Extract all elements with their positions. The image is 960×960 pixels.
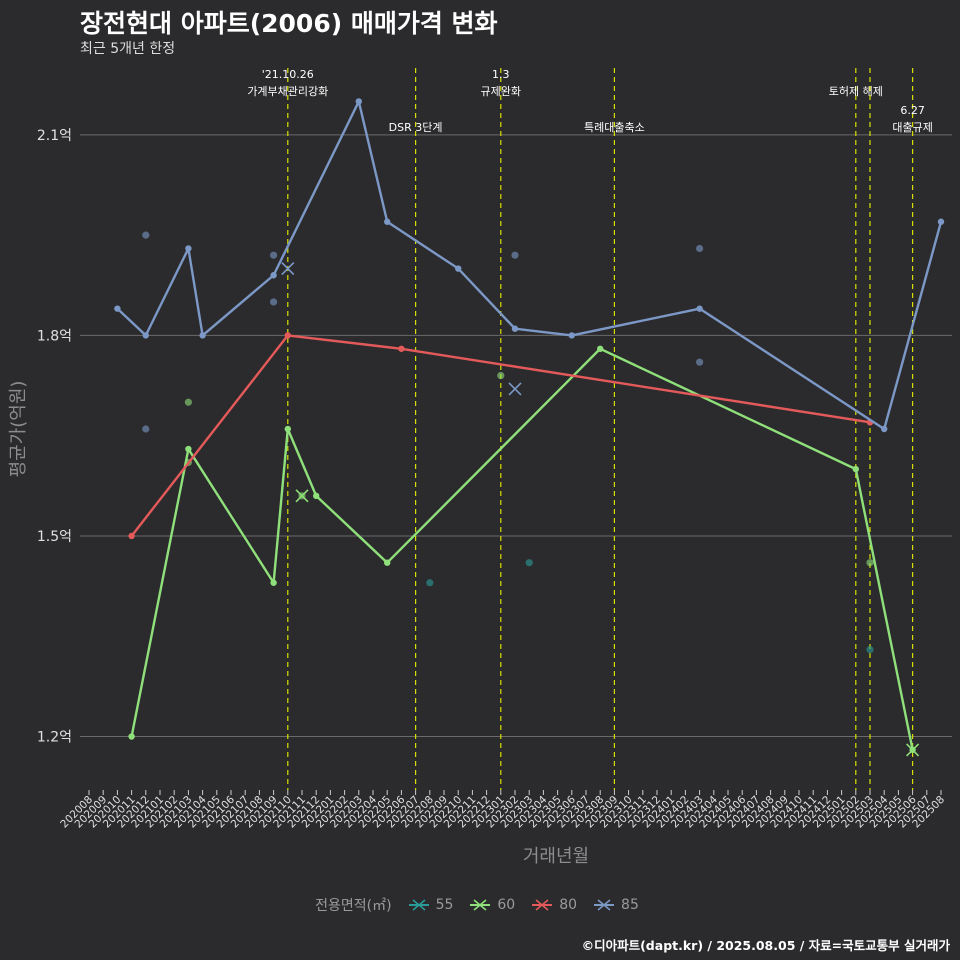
line-point-80 <box>284 332 291 339</box>
line-point-60 <box>313 492 320 500</box>
scatter-point-60 <box>497 371 505 380</box>
scatter-point-85 <box>696 358 704 366</box>
event-label: 특례대출축소 <box>584 121 645 134</box>
scatter-point-85 <box>696 244 704 253</box>
y-tick-label: 1.8억 <box>37 328 72 344</box>
legend-item-55[interactable]: 55 <box>408 897 454 913</box>
scatter-point-85 <box>270 298 278 306</box>
line-point-60 <box>270 579 277 586</box>
series-55 <box>426 559 874 654</box>
legend-swatch-60 <box>470 899 491 911</box>
series-line-85 <box>116 100 943 431</box>
line-point-85 <box>937 218 945 225</box>
scatter-point-60 <box>184 398 192 406</box>
scatter-point-85 <box>511 251 519 259</box>
chart-subtitle: 최근 5개년 한정 <box>80 41 176 57</box>
scatter-point-60 <box>866 559 874 567</box>
scatter-point-55 <box>525 559 533 567</box>
x-axis-title: 거래년월 <box>523 846 589 867</box>
event-label: 가계부채관리강화 <box>247 85 328 98</box>
line-point-60 <box>128 733 135 740</box>
legend-label-55: 55 <box>435 897 454 913</box>
legend-swatch-cross <box>473 899 487 911</box>
series-60 <box>128 345 920 757</box>
credit: ©디아파트(dapt.kr) / 2025.08.05 / 자료=국토교통부 실… <box>581 938 950 953</box>
cross-marker-60 <box>906 743 920 757</box>
event-label: 토허제 해제 <box>829 84 883 98</box>
legend-swatch-cross <box>597 899 611 911</box>
cross-marker-60 <box>295 489 309 503</box>
line-point-85 <box>511 325 519 332</box>
line-point-85 <box>114 305 121 312</box>
line-point-85 <box>270 272 277 279</box>
line-point-85 <box>455 265 462 272</box>
legend-swatch-cross <box>535 899 549 911</box>
series-line-80 <box>130 334 871 537</box>
y-tick-label: 1.5억 <box>37 529 72 545</box>
scatter-point-85 <box>142 425 150 433</box>
chart-title: 장전현대 아파트(2006) 매매가격 변화 <box>80 9 498 38</box>
legend-label-60: 60 <box>497 897 516 913</box>
legend-item-85[interactable]: 85 <box>593 897 639 913</box>
cross-stroke <box>281 261 295 276</box>
series-85 <box>114 98 945 433</box>
scatter-point-55 <box>426 579 434 587</box>
event-label: 6.27 <box>900 104 925 117</box>
cross-stroke <box>295 489 309 503</box>
line-point-85 <box>199 332 206 339</box>
line-point-85 <box>355 98 362 105</box>
event-label: 대출규제 <box>892 121 932 134</box>
line-point-85 <box>696 305 703 312</box>
cross-stroke <box>508 382 522 396</box>
legend-item-80[interactable]: 80 <box>531 897 577 913</box>
line-point-60 <box>284 425 291 433</box>
legend-swatch-cross <box>412 899 426 911</box>
line-point-60 <box>185 445 192 453</box>
line-point-85 <box>568 332 575 339</box>
line-point-60 <box>597 345 604 352</box>
line-point-85 <box>384 218 391 225</box>
legend-swatch-85 <box>594 899 615 911</box>
y-axis-title: 평균가(억원) <box>8 381 29 478</box>
event-label: 규제완화 <box>481 85 521 98</box>
event-label: '21.10.26 <box>262 68 314 81</box>
legend-label-85: 85 <box>621 897 639 913</box>
line-point-80 <box>398 345 405 352</box>
scatter-point-55 <box>866 646 874 654</box>
line-point-85 <box>881 425 888 433</box>
cross-marker-85 <box>508 382 522 396</box>
line-point-85 <box>185 245 192 252</box>
legend-title: 전용면적(㎡) <box>315 898 392 914</box>
event-label: 1.3 <box>492 68 510 81</box>
line-point-85 <box>142 332 149 339</box>
line-point-60 <box>852 465 859 473</box>
series-line-60 <box>130 347 914 751</box>
y-tick-label: 1.2억 <box>37 730 72 746</box>
scatter-point-85 <box>142 231 150 239</box>
line-point-80 <box>128 532 135 540</box>
cross-stroke <box>906 743 920 757</box>
event-label: DSR 3단계 <box>389 121 443 134</box>
scatter-point-85 <box>270 251 278 259</box>
y-tick-label: 2.1억 <box>37 128 72 144</box>
series-80 <box>128 332 874 540</box>
line-point-60 <box>384 559 391 566</box>
legend-swatch-80 <box>532 899 553 911</box>
legend-swatch-55 <box>408 899 429 911</box>
legend: 전용면적(㎡) 55 60 80 85 <box>0 895 960 915</box>
cross-marker-85 <box>281 261 295 276</box>
legend-item-60[interactable]: 60 <box>469 897 515 913</box>
legend-label-80: 80 <box>559 897 578 913</box>
